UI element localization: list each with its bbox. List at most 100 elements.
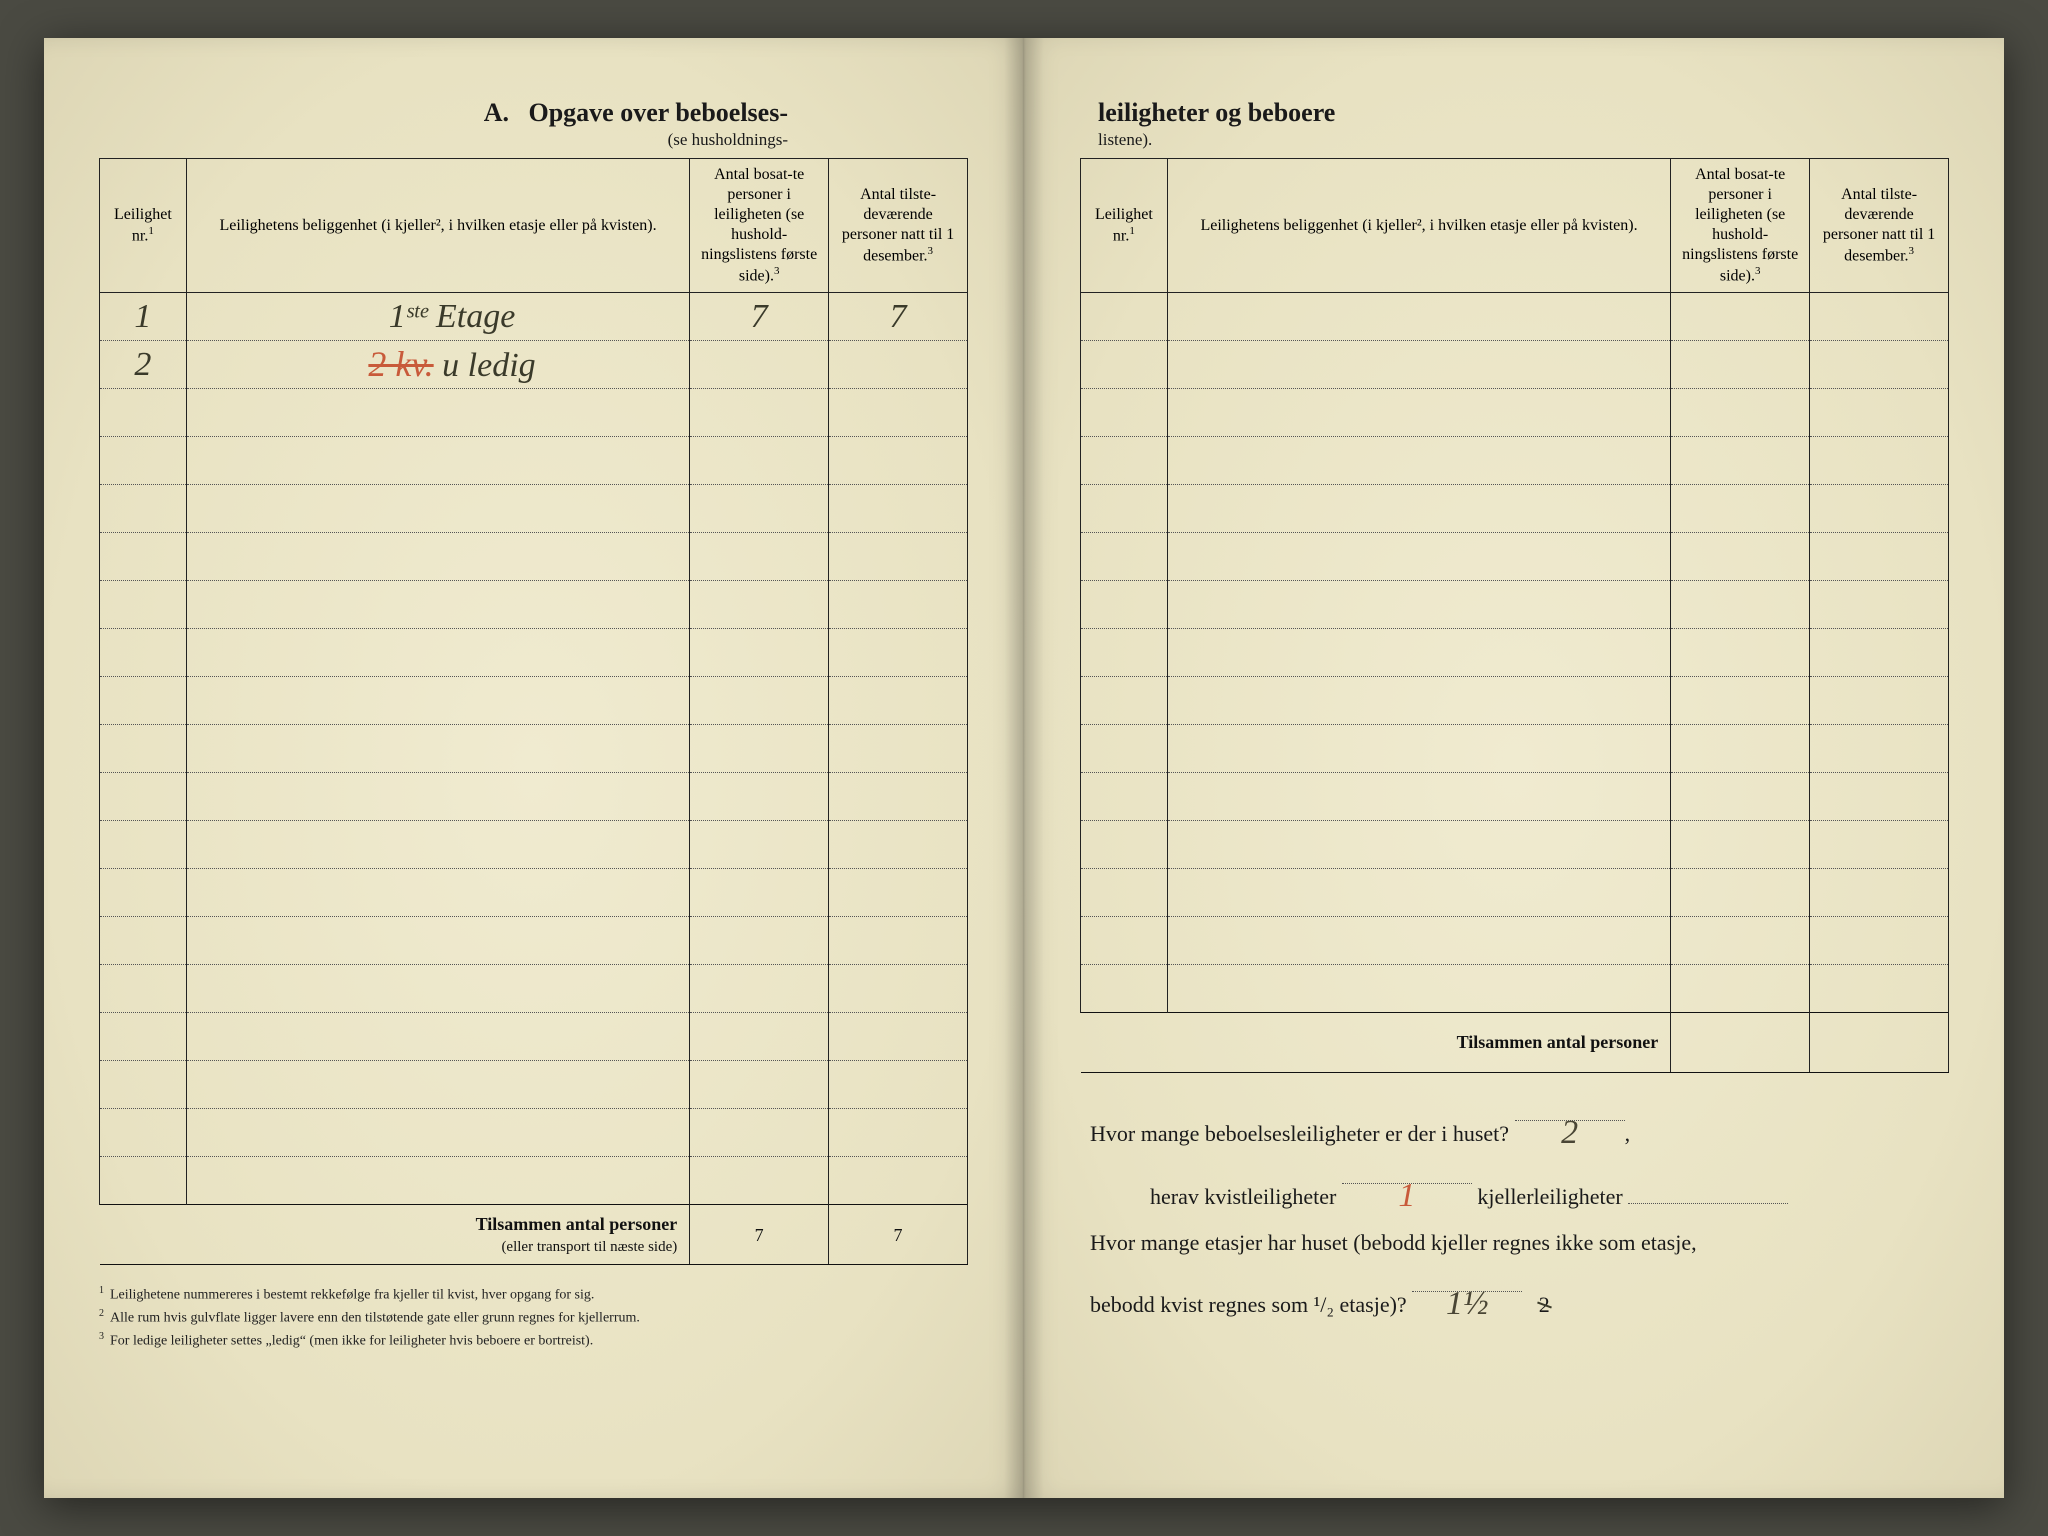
- blank-cell: [829, 1109, 968, 1157]
- blank-cell: [690, 533, 829, 581]
- blank-cell: [100, 581, 187, 629]
- blank-cell: [1671, 821, 1810, 869]
- blank-row: [1081, 293, 1949, 341]
- blank-cell: [690, 869, 829, 917]
- blank-cell: [186, 581, 689, 629]
- blank-cell: [690, 485, 829, 533]
- blank-row: [1081, 437, 1949, 485]
- blank-cell: [100, 1061, 187, 1109]
- blank-cell: [690, 1013, 829, 1061]
- cell-nr: 1: [100, 293, 187, 341]
- blank-row: [100, 773, 968, 821]
- blank-row: [1081, 677, 1949, 725]
- blank-cell: [100, 1157, 187, 1205]
- blank-cell: [1167, 437, 1670, 485]
- blank-cell: [1081, 581, 1168, 629]
- blank-cell: [1167, 533, 1670, 581]
- right-subtitle: listene).: [1080, 130, 1949, 150]
- left-table: Leilighet nr.1 Leilighetens beliggenhet …: [99, 158, 968, 1265]
- blank-cell: [1081, 965, 1168, 1013]
- blank-row: [100, 1109, 968, 1157]
- blank-cell: [1081, 293, 1168, 341]
- header-row: Leilighet nr.1 Leilighetens beliggenhet …: [100, 159, 968, 293]
- blank-cell: [829, 1061, 968, 1109]
- blank-cell: [1167, 293, 1670, 341]
- blank-cell: [829, 725, 968, 773]
- blank-cell: [186, 389, 689, 437]
- blank-cell: [100, 965, 187, 1013]
- blank-cell: [1081, 773, 1168, 821]
- blank-cell: [1810, 389, 1949, 437]
- blank-cell: [829, 677, 968, 725]
- blank-cell: [829, 389, 968, 437]
- blank-cell: [690, 389, 829, 437]
- blank-row: [100, 821, 968, 869]
- blank-row: [100, 1061, 968, 1109]
- cell-c1: [690, 341, 829, 389]
- blank-cell: [186, 917, 689, 965]
- blank-cell: [1167, 773, 1670, 821]
- blank-row: [100, 389, 968, 437]
- blank-cell: [100, 485, 187, 533]
- total-label: Tilsammen antal personer: [1081, 1013, 1671, 1073]
- blank-cell: [100, 869, 187, 917]
- blank-cell: [690, 581, 829, 629]
- blank-cell: [829, 1013, 968, 1061]
- blank-cell: [1671, 725, 1810, 773]
- blank-row: [100, 533, 968, 581]
- blank-cell: [1671, 293, 1810, 341]
- footnote: 3For ledige leiligheter settes „ledig“ (…: [99, 1329, 968, 1352]
- blank-cell: [1671, 389, 1810, 437]
- blank-row: [1081, 629, 1949, 677]
- questions-block: Hvor mange beboelsesleiligheter er der i…: [1080, 1095, 1949, 1328]
- blank-row: [100, 965, 968, 1013]
- q3b: bebodd kvist regnes som ¹/₂ etasje)? 1½ …: [1090, 1266, 1939, 1328]
- blank-cell: [100, 629, 187, 677]
- blank-cell: [186, 1061, 689, 1109]
- cell-nr: 2: [100, 341, 187, 389]
- blank-cell: [829, 533, 968, 581]
- blank-cell: [829, 437, 968, 485]
- right-title: leiligheter og beboere: [1080, 98, 1949, 128]
- blank-cell: [1081, 869, 1168, 917]
- blank-cell: [690, 629, 829, 677]
- blank-cell: [1671, 629, 1810, 677]
- blank-cell: [829, 1157, 968, 1205]
- blank-cell: [100, 1109, 187, 1157]
- blank-row: [1081, 869, 1949, 917]
- hdr-c1: Antal bosat-te personer i leiligheten (s…: [690, 159, 829, 293]
- blank-row: [100, 869, 968, 917]
- blank-cell: [1810, 341, 1949, 389]
- hdr-loc: Leilighetens beliggenhet (i kjeller², i …: [186, 159, 689, 293]
- left-title: A. Opgave over beboelses-: [99, 98, 968, 128]
- total-c2: 7: [829, 1205, 968, 1265]
- blank-cell: [829, 917, 968, 965]
- blank-cell: [100, 725, 187, 773]
- blank-cell: [829, 773, 968, 821]
- cell-c1: 7: [690, 293, 829, 341]
- blank-cell: [186, 629, 689, 677]
- blank-row: [100, 629, 968, 677]
- blank-row: [1081, 485, 1949, 533]
- blank-cell: [100, 389, 187, 437]
- blank-cell: [186, 533, 689, 581]
- hdr-c2: Antal tilste-deværende personer natt til…: [1810, 159, 1949, 293]
- census-form-spread: A. Opgave over beboelses- (se husholdnin…: [44, 38, 2004, 1498]
- blank-cell: [1167, 485, 1670, 533]
- blank-row: [1081, 773, 1949, 821]
- blank-cell: [1810, 869, 1949, 917]
- blank-cell: [829, 629, 968, 677]
- blank-cell: [186, 869, 689, 917]
- blank-cell: [186, 773, 689, 821]
- blank-cell: [690, 821, 829, 869]
- blank-cell: [1167, 389, 1670, 437]
- blank-cell: [690, 1109, 829, 1157]
- cell-loc: 2 kv. u ledig: [186, 341, 689, 389]
- hdr-nr: Leilighet nr.1: [1081, 159, 1168, 293]
- total-c2: [1810, 1013, 1949, 1073]
- blank-row: [100, 1157, 968, 1205]
- blank-row: [1081, 341, 1949, 389]
- blank-cell: [1810, 533, 1949, 581]
- blank-row: [100, 725, 968, 773]
- blank-cell: [1081, 437, 1168, 485]
